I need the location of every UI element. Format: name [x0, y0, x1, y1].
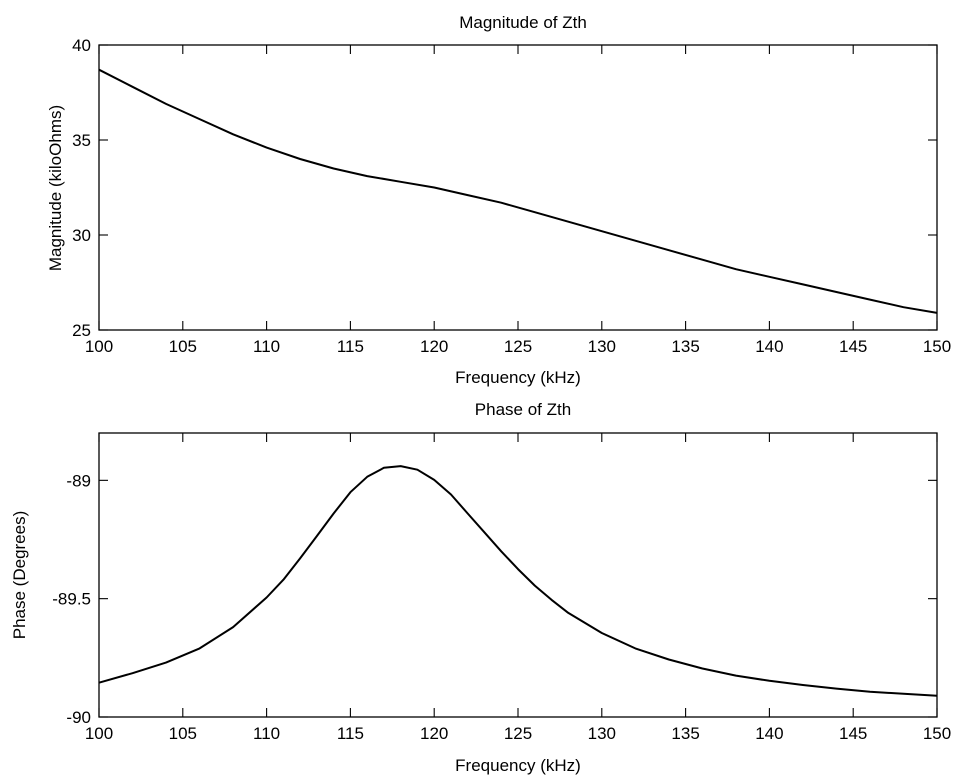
- magnitude-x-tick-label: 135: [671, 337, 699, 356]
- magnitude-x-tick-label: 120: [420, 337, 448, 356]
- magnitude-y-axis-label: Magnitude (kiloOhms): [46, 105, 65, 271]
- magnitude-panel: Magnitude of Zth 100 105 110 115 120 125 130 13…: [46, 13, 951, 387]
- magnitude-series-line: [98, 68, 938, 314]
- phase-y-tick-label: -90: [66, 708, 91, 727]
- magnitude-x-tick-label: 150: [923, 337, 951, 356]
- magnitude-x-tick-label: 130: [588, 337, 616, 356]
- magnitude-x-tick-label: 140: [755, 337, 783, 356]
- phase-x-axis-label: Frequency (kHz): [455, 756, 581, 775]
- phase-x-tick-label: 140: [755, 724, 783, 743]
- phase-y-tick-label: -89.5: [52, 590, 91, 609]
- phase-x-tick-label: 125: [504, 724, 532, 743]
- phase-x-tick-label: 130: [588, 724, 616, 743]
- magnitude-y-tick-label: 25: [72, 321, 91, 340]
- magnitude-y-tick-label: 35: [72, 131, 91, 150]
- phase-x-tick-label: 115: [337, 724, 364, 743]
- magnitude-x-axis-label: Frequency (kHz): [455, 368, 581, 387]
- magnitude-x-tick-label: 110: [253, 337, 280, 356]
- phase-x-tick-label: 150: [923, 724, 951, 743]
- phase-y-tick-label: -89: [66, 471, 91, 490]
- magnitude-x-tick-label: 125: [504, 337, 532, 356]
- magnitude-x-tick-label: 100: [85, 337, 113, 356]
- phase-x-tick-label: 100: [85, 724, 113, 743]
- phase-x-tick-label: 120: [420, 724, 448, 743]
- phase-x-tick-label: 105: [169, 724, 197, 743]
- phase-chart-title: Phase of Zth: [475, 400, 571, 419]
- phase-panel: Phase of Zth 100 105 110 115 120 125 130 135 140…: [10, 400, 951, 775]
- phase-series-line: [98, 465, 938, 697]
- magnitude-y-tick-label: 30: [72, 226, 91, 245]
- phase-ticks: 100 105 110 115 120 125 130 135 140 145 150 -90 -89.…: [52, 433, 951, 743]
- magnitude-x-tick-label: 115: [337, 337, 364, 356]
- magnitude-x-tick-label: 145: [839, 337, 867, 356]
- phase-y-axis-label: Phase (Degrees): [10, 511, 29, 640]
- phase-x-tick-label: 145: [839, 724, 867, 743]
- phase-x-tick-label: 135: [671, 724, 699, 743]
- magnitude-y-tick-label: 40: [72, 36, 91, 55]
- phase-x-tick-label: 110: [253, 724, 280, 743]
- magnitude-x-tick-label: 105: [169, 337, 197, 356]
- magnitude-chart-title: Magnitude of Zth: [459, 13, 587, 32]
- magnitude-ticks: 100 105 110 115 120 125 130 135 140 145 150 25 30 35 4…: [72, 36, 951, 356]
